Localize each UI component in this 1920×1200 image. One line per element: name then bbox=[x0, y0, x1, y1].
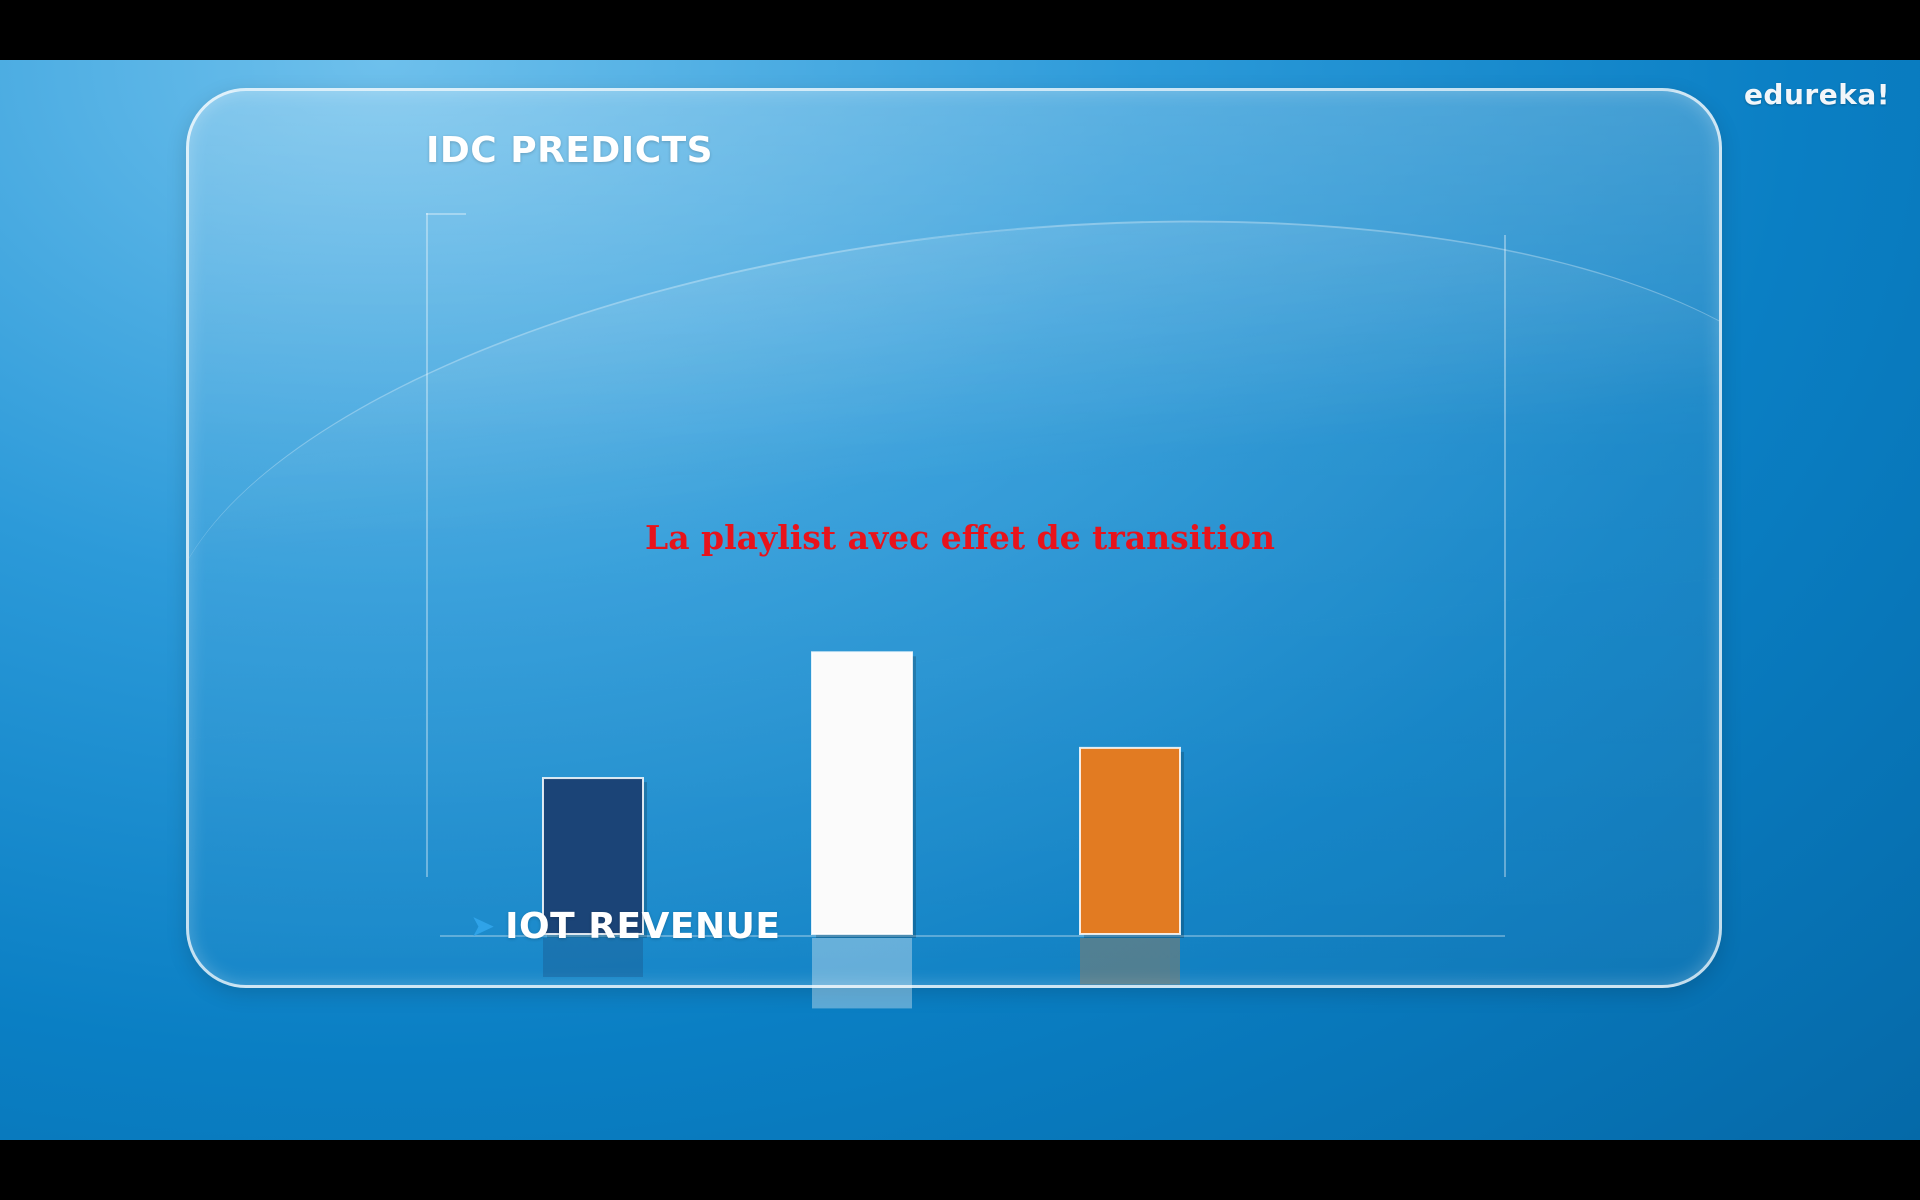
overlay-caption: La playlist avec effet de transition bbox=[644, 518, 1276, 557]
x-axis-label: ➤ IOT REVENUE bbox=[470, 906, 780, 947]
bar-reflection-2 bbox=[812, 938, 912, 1009]
bar-reflection-1 bbox=[543, 938, 643, 977]
bar-3 bbox=[1079, 746, 1181, 935]
chart-title: IDC PREDICTS bbox=[426, 130, 714, 171]
chart-frame-right bbox=[1504, 235, 1506, 877]
chevron-right-icon: ➤ bbox=[470, 908, 496, 944]
chart-frame-left bbox=[426, 213, 428, 877]
chart-frame-top bbox=[426, 213, 466, 215]
letterbox-bottom bbox=[0, 1140, 1920, 1200]
glass-panel bbox=[186, 88, 1722, 988]
x-axis-label-text: IOT REVENUE bbox=[505, 906, 781, 947]
brand-logo: edureka! bbox=[1743, 78, 1890, 111]
bar-reflection-3 bbox=[1080, 938, 1180, 985]
bar-1 bbox=[542, 777, 644, 935]
bar-2 bbox=[811, 651, 913, 935]
video-frame[interactable]: edureka! bbox=[0, 60, 1920, 1140]
letterbox-top bbox=[0, 0, 1920, 60]
